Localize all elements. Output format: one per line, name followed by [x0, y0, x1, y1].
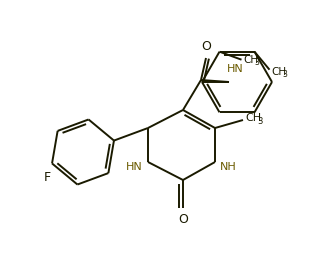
Text: O: O [201, 40, 211, 53]
Text: NH: NH [220, 162, 237, 172]
Text: F: F [43, 171, 51, 184]
Text: 3: 3 [282, 70, 288, 79]
Text: CH: CH [245, 113, 261, 123]
Text: CH: CH [243, 55, 259, 65]
Text: HN: HN [126, 162, 143, 172]
Text: HN: HN [227, 64, 244, 74]
Text: 3: 3 [257, 117, 262, 125]
Text: CH: CH [271, 67, 287, 77]
Text: O: O [178, 213, 188, 226]
Text: 3: 3 [255, 58, 259, 67]
